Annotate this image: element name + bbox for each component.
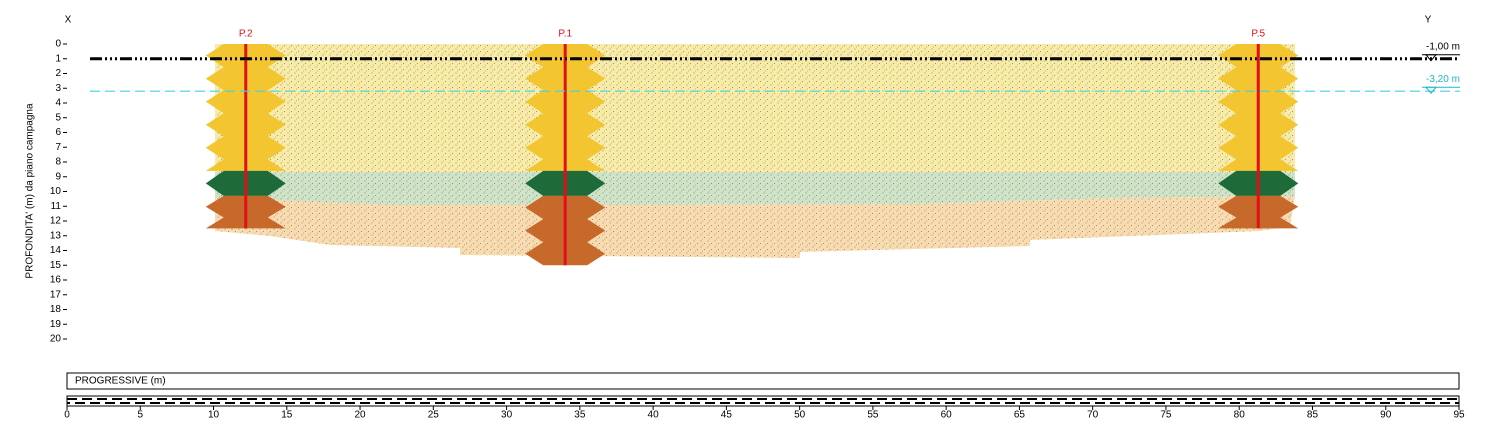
y-tick-label: 0 (55, 39, 61, 50)
y-tick-label: 5 (55, 112, 61, 123)
corner-label: Y (1425, 15, 1432, 26)
x-tick-label: 80 (1234, 410, 1246, 421)
x-tick-label: 60 (941, 410, 953, 421)
x-tick-label: 65 (1014, 410, 1026, 421)
progressive-box (66, 372, 1460, 390)
x-tick-label: 5 (137, 410, 143, 421)
y-tick-label: 13 (50, 230, 62, 241)
y-axis-label: PROFONDITA' (m) da piano campagna (25, 103, 36, 279)
y-tick-label: 2 (55, 68, 61, 79)
y-tick-label: 16 (50, 275, 62, 286)
x-tick-label: 70 (1087, 410, 1099, 421)
y-tick-label: 15 (50, 260, 62, 271)
x-tick-label: 55 (867, 410, 879, 421)
borehole-label: P.1 (558, 29, 572, 40)
y-tick-label: 8 (55, 157, 61, 168)
x-tick-label: 35 (574, 410, 586, 421)
water-level-label: -3,20 m (1426, 74, 1460, 85)
x-tick-label: 10 (208, 410, 220, 421)
texture (215, 44, 1295, 258)
y-tick-label: 20 (50, 334, 62, 345)
x-axis-label: PROGRESSIVE (m) (75, 376, 166, 387)
y-tick-label: 18 (50, 304, 62, 315)
x-tick-label: 45 (721, 410, 733, 421)
x-tick-label: 20 (354, 410, 366, 421)
y-tick-label: 9 (55, 171, 61, 182)
x-tick-label: 90 (1380, 410, 1392, 421)
borehole-label: P.5 (1251, 29, 1265, 40)
x-tick-label: 15 (281, 410, 293, 421)
x-tick-label: 25 (428, 410, 440, 421)
y-tick-label: 11 (51, 201, 62, 212)
scale-bar (66, 395, 1460, 407)
corner-label: X (65, 15, 72, 26)
y-tick-label: 6 (55, 127, 61, 138)
y-tick-label: 12 (50, 216, 62, 227)
y-tick-label: 1 (55, 53, 61, 64)
borehole-label: P.2 (239, 29, 253, 40)
x-tick-label: 75 (1160, 410, 1172, 421)
x-tick-label: 85 (1307, 410, 1319, 421)
y-tick-label: 4 (55, 98, 61, 109)
y-tick-label: 7 (55, 142, 61, 153)
y-tick-label: 14 (50, 245, 62, 256)
x-tick-label: 30 (501, 410, 513, 421)
water-symbol (1424, 86, 1438, 94)
y-tick-label: 19 (50, 319, 62, 330)
x-tick-label: 50 (794, 410, 806, 421)
x-tick-label: 0 (64, 410, 70, 421)
y-tick-label: 17 (50, 289, 62, 300)
water-level-label: -1,00 m (1426, 41, 1460, 52)
x-tick-label: 95 (1453, 410, 1465, 421)
y-tick-label: 3 (55, 83, 61, 94)
y-tick-label: 10 (50, 186, 62, 197)
x-tick-label: 40 (648, 410, 660, 421)
